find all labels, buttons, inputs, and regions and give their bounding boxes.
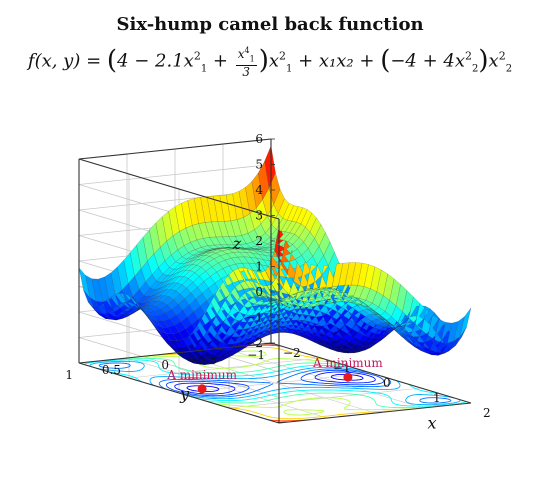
minimum-label: A minimum xyxy=(312,356,383,370)
x-tick-label: −2 xyxy=(283,346,301,360)
contour-line xyxy=(174,371,376,395)
x-tick-label: −1 xyxy=(333,361,351,375)
axis-frame xyxy=(78,138,472,424)
minimum-label: A minimum xyxy=(166,368,237,382)
contour-line xyxy=(79,357,471,409)
wall-edge xyxy=(78,138,272,160)
minima-annotations: A minimum A minimum xyxy=(166,356,383,394)
surface-face xyxy=(331,262,344,288)
contour-line xyxy=(186,373,364,393)
x-tick-label: 2 xyxy=(483,406,491,420)
y-tick-label: 1 xyxy=(65,368,73,382)
floor-edge xyxy=(278,402,472,424)
z-tick-label: 3 xyxy=(255,209,263,223)
grid-line xyxy=(126,357,328,419)
contour-line xyxy=(83,359,467,407)
contour-line xyxy=(98,362,452,404)
contour-line xyxy=(89,360,461,406)
z-tick-label: 4 xyxy=(255,183,263,197)
z-tick-label: −2 xyxy=(245,336,263,350)
chart-formula: f(x, y) = (4 − 2.1x21 + x41 3)x21 + x₁x₂ … xyxy=(27,45,513,80)
z-tick-label: 2 xyxy=(255,234,263,248)
y-axis-label: y xyxy=(179,385,190,404)
minimum-marker xyxy=(343,372,353,382)
z-tick-label: 1 xyxy=(255,260,263,274)
surface-mesh xyxy=(78,145,472,365)
minimum-marker xyxy=(197,384,207,394)
z-tick-label: 6 xyxy=(255,132,263,146)
y-axis-line xyxy=(78,342,272,364)
x-axis-line xyxy=(270,342,472,404)
y-tick-label: −1 xyxy=(247,348,265,362)
z-tick-label: 0 xyxy=(255,285,263,299)
x-axis-label: x xyxy=(427,414,436,433)
contour-line xyxy=(165,369,385,397)
z-tick-label: 5 xyxy=(255,158,263,172)
surface-face xyxy=(459,307,472,337)
wall-edge xyxy=(78,158,280,220)
y-tick-label: 0.5 xyxy=(102,363,121,377)
x-tick-label: 1 xyxy=(433,391,441,405)
chart-title: Six-hump camel back function xyxy=(116,14,424,35)
z-axis-label: z xyxy=(232,234,242,253)
floor-edge xyxy=(78,362,280,424)
z-tick-label: −1 xyxy=(245,311,263,325)
y-tick-label: 0 xyxy=(161,358,169,372)
x-tick-label: 0 xyxy=(383,376,391,390)
y-tick-label: −0.5 xyxy=(188,353,217,367)
grid-line xyxy=(222,347,424,409)
